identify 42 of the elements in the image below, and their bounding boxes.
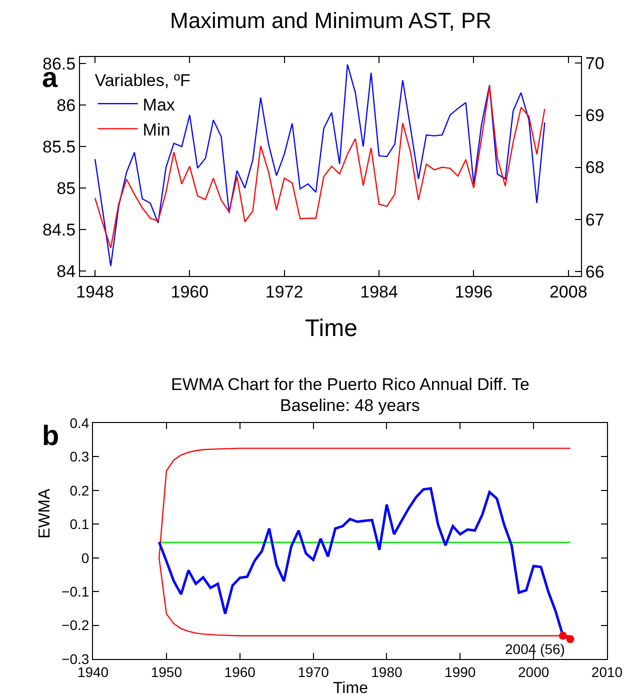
x-tick-label: 1990 (444, 664, 476, 680)
y2-tick-label: 69 (585, 106, 604, 126)
x-tick-label: 1972 (265, 282, 304, 302)
y2-tick-label: 70 (585, 54, 604, 74)
y-tick-label: 0.1 (70, 516, 90, 532)
chart-title: Maximum and Minimum AST, PR (170, 8, 492, 33)
annotation: 2004 (56) (505, 641, 565, 657)
line-series (94, 64, 546, 267)
x-axis-title: Time (333, 680, 368, 696)
x-tick-label: 1984 (360, 282, 398, 302)
y-tick-label: 0 (81, 550, 90, 566)
y-tick-label: 0.4 (70, 414, 90, 431)
y-tick-label: 84 (56, 262, 76, 281)
x-tick-label: 1960 (224, 664, 256, 680)
y-tick-label: 84.5 (42, 220, 76, 240)
x-tick-label: 1996 (454, 282, 493, 302)
y-tick-label: 0.3 (70, 448, 90, 465)
legend-label: Max (142, 95, 176, 114)
x-axis-title: Time (305, 315, 358, 342)
chart-subtitle: Baseline: 48 years (280, 396, 420, 415)
legend-label: Min (142, 120, 170, 140)
y-tick-label: 85 (56, 179, 76, 198)
y-tick-label: 0.2 (70, 482, 90, 498)
x-tick-label: 2010 (591, 664, 623, 680)
y2-tick-label: 68 (585, 158, 604, 178)
chart-title: EWMA Chart for the Puerto Rico Annual Diff. Te (171, 375, 530, 394)
y-tick-label: −0.1 (62, 583, 90, 600)
x-tick-label: 1948 (76, 282, 114, 302)
legend-title: Variables, ºF (94, 71, 190, 90)
x-tick-label: 1960 (170, 282, 209, 302)
x-tick-label: 1970 (298, 664, 330, 680)
x-tick-label: 2008 (549, 282, 588, 302)
x-tick-label: 1980 (371, 664, 402, 680)
y2-tick-label: 66 (585, 262, 604, 282)
x-tick-label: 1950 (150, 664, 182, 680)
text: b (42, 420, 60, 451)
y-axis-title: EWMA (36, 488, 54, 538)
y-tick-label: 86 (56, 96, 76, 116)
y-tick-label: −0.2 (62, 617, 90, 634)
y-tick-label: 85.5 (42, 138, 76, 157)
y2-tick-label: 67 (585, 210, 604, 230)
x-tick-label: 2000 (518, 664, 550, 680)
